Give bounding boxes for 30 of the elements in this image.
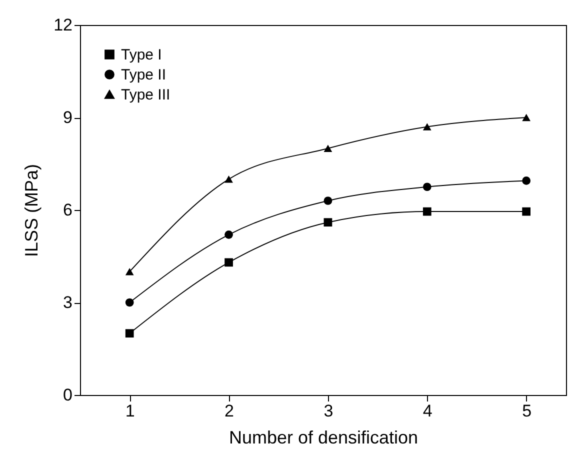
point xyxy=(422,182,432,192)
point xyxy=(522,114,531,122)
x-tick-label: 1 xyxy=(125,402,135,420)
point xyxy=(522,176,531,185)
x-tick-label: 2 xyxy=(224,402,234,420)
y-tick-label: 6 xyxy=(63,200,72,220)
point xyxy=(224,230,233,239)
x-axis-title: Number of densification xyxy=(228,428,418,448)
point xyxy=(522,207,531,216)
point xyxy=(224,258,233,267)
point xyxy=(125,298,134,307)
point xyxy=(125,329,134,338)
y-tick-label: 9 xyxy=(63,108,72,127)
point xyxy=(324,196,332,205)
x-tick-label: 4 xyxy=(422,402,432,420)
point xyxy=(422,207,432,216)
point xyxy=(125,268,134,276)
y-axis-title: ILSS (MPa) xyxy=(22,164,42,258)
x-tick-label: 5 xyxy=(522,402,532,420)
legend-label: Type I xyxy=(121,46,162,64)
point xyxy=(224,176,233,183)
point xyxy=(422,123,432,130)
point xyxy=(324,218,332,227)
y-tick-label: 0 xyxy=(63,386,72,404)
y-tick-label: 12 xyxy=(54,16,72,34)
legend-label: Type II xyxy=(121,66,166,84)
legend-label: Type III xyxy=(121,86,170,104)
x-tick-label: 3 xyxy=(324,402,334,420)
y-tick-label: 3 xyxy=(63,293,72,312)
point xyxy=(324,144,332,152)
